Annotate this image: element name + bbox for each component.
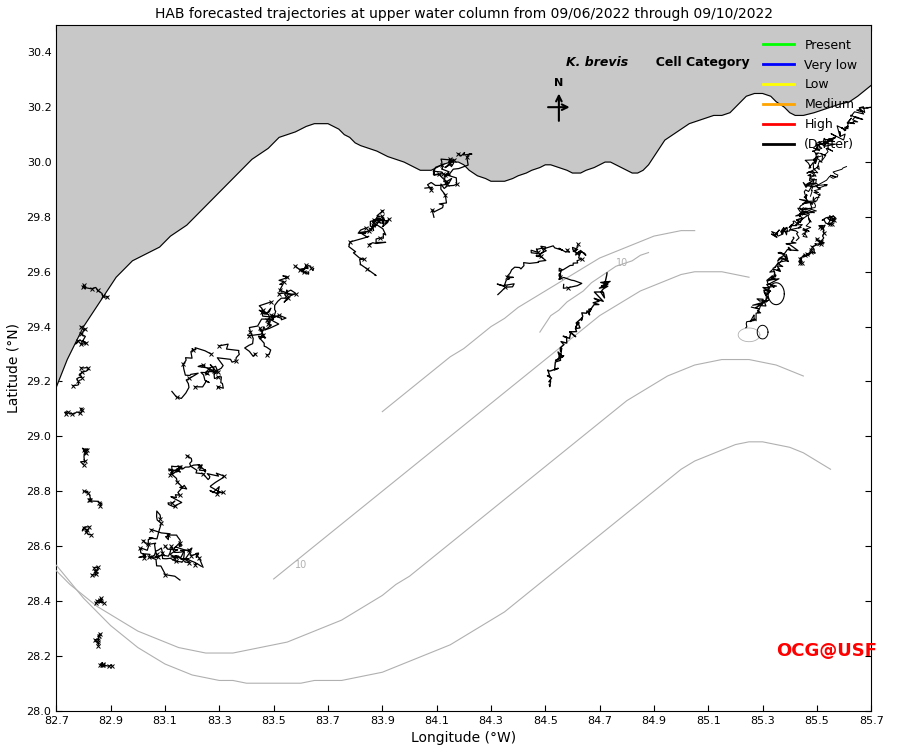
Text: Cell Category: Cell Category: [647, 56, 750, 68]
Text: N: N: [554, 78, 564, 88]
Text: OCG@USF: OCG@USF: [776, 641, 877, 660]
Legend: Present, Very low, Low, Medium, High, (Drifter): Present, Very low, Low, Medium, High, (D…: [755, 31, 865, 159]
Y-axis label: Latitude (°N): Latitude (°N): [7, 323, 21, 413]
Text: K. brevis: K. brevis: [566, 56, 628, 68]
Text: 10: 10: [295, 560, 308, 570]
X-axis label: Longitude (°W): Longitude (°W): [411, 731, 516, 745]
Text: 10: 10: [616, 258, 629, 268]
Polygon shape: [57, 25, 871, 387]
Title: HAB forecasted trajectories at upper water column from 09/06/2022 through 09/10/: HAB forecasted trajectories at upper wat…: [154, 7, 773, 21]
